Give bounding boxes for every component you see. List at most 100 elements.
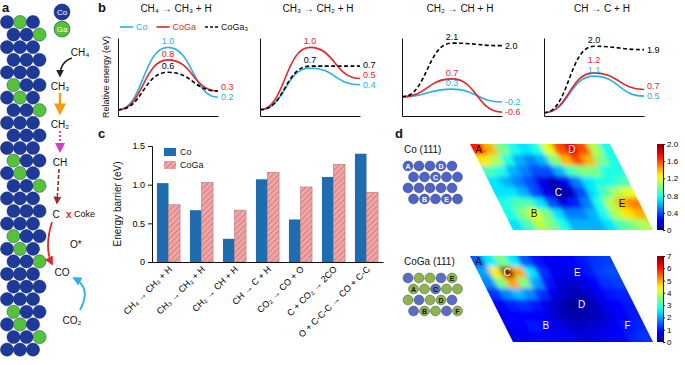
panel-label: a bbox=[2, 0, 10, 15]
map-cell bbox=[614, 176, 640, 187]
colorbar-tick-label: 4 bbox=[667, 289, 672, 298]
inset-structure: ABCDEF bbox=[403, 273, 463, 316]
panel-label: c bbox=[98, 126, 105, 141]
arrow bbox=[74, 278, 85, 310]
y-axis-line bbox=[544, 39, 545, 117]
legend-swatch bbox=[120, 26, 133, 28]
colorbar-tick-mark bbox=[663, 161, 665, 162]
data-label: 0.6 bbox=[162, 61, 175, 71]
y-axis bbox=[118, 39, 119, 117]
chart-title: CH₄ → CH₃ + H bbox=[140, 3, 211, 14]
x-tick-label: CH₂ → CH + H bbox=[190, 264, 240, 314]
atom bbox=[26, 15, 39, 28]
energy-curve bbox=[118, 60, 218, 110]
site-label: F bbox=[624, 320, 630, 331]
x-axis-line bbox=[403, 116, 503, 117]
atom bbox=[33, 280, 46, 293]
atom bbox=[20, 154, 33, 167]
atom bbox=[425, 183, 435, 193]
atom bbox=[431, 172, 441, 182]
energy-curve bbox=[118, 47, 218, 109]
atom bbox=[33, 204, 46, 217]
y-tick-mark bbox=[148, 146, 152, 147]
atom bbox=[7, 255, 20, 268]
colorbar-tick-mark bbox=[663, 213, 665, 214]
site-label: C bbox=[433, 286, 438, 293]
colorbar-tick: 6 bbox=[663, 264, 672, 273]
plot-area bbox=[118, 47, 218, 109]
atom bbox=[33, 104, 46, 117]
figure-svg: aCoGaCH₄CH₃CH₂CHCxCokeO*COCO₂bCH₄ → CH₃ … bbox=[0, 0, 685, 365]
colorbar-tick-label: 5 bbox=[667, 277, 672, 286]
energy-curve bbox=[402, 89, 502, 102]
x-axis bbox=[545, 116, 645, 117]
map-cells bbox=[470, 144, 653, 230]
arrow bbox=[60, 58, 72, 76]
data-label: 2.0 bbox=[588, 35, 601, 45]
map-cell bbox=[631, 209, 653, 220]
data-label: 1.1 bbox=[588, 65, 601, 75]
y-tick-mark bbox=[148, 262, 152, 263]
atom bbox=[425, 295, 435, 305]
site-label: C bbox=[433, 174, 438, 181]
atom bbox=[7, 53, 20, 66]
atom bbox=[420, 284, 430, 294]
bar bbox=[355, 154, 367, 262]
atom bbox=[0, 242, 13, 255]
site-label: A bbox=[411, 286, 416, 293]
atom bbox=[7, 179, 20, 192]
colorbar-tick: 2.0 bbox=[663, 140, 679, 149]
map-area bbox=[470, 256, 653, 342]
atom bbox=[436, 295, 446, 305]
colorbar-tick-mark bbox=[663, 230, 665, 231]
atom bbox=[13, 293, 26, 306]
map-cell bbox=[604, 155, 630, 166]
atom bbox=[0, 66, 13, 79]
bar bbox=[223, 239, 235, 262]
atom bbox=[33, 230, 46, 243]
colorbar-tick: 2 bbox=[663, 313, 672, 322]
site-label: B bbox=[422, 308, 427, 315]
colorbar-tick-mark bbox=[663, 342, 665, 343]
y-tick-label: 0 bbox=[140, 257, 145, 267]
atom bbox=[447, 161, 457, 171]
legend-label: CoGa bbox=[173, 22, 197, 32]
energy-curve bbox=[402, 79, 502, 112]
atom bbox=[20, 305, 33, 318]
colorbar-tick-mark bbox=[663, 317, 665, 318]
colorbar-tick-mark bbox=[663, 178, 665, 179]
arrow bbox=[57, 169, 59, 203]
site-label: B bbox=[542, 320, 549, 331]
map-cell bbox=[620, 299, 646, 310]
colorbar-tick: 0 bbox=[663, 338, 672, 347]
atom bbox=[409, 194, 419, 204]
atom bbox=[26, 116, 39, 129]
data-label: 0.7 bbox=[446, 68, 459, 78]
atom bbox=[26, 267, 39, 280]
site-label: D bbox=[438, 163, 443, 170]
data-label: -0.6 bbox=[505, 107, 521, 117]
atom bbox=[0, 116, 13, 129]
data-label: 1.0 bbox=[162, 36, 175, 46]
atom bbox=[414, 273, 424, 283]
chart-title: CH → C + H bbox=[574, 3, 630, 14]
y-tick: 0 bbox=[140, 257, 152, 267]
atom bbox=[7, 129, 20, 142]
colorbar-tick: 3 bbox=[663, 301, 672, 310]
atom bbox=[13, 41, 26, 54]
atom bbox=[403, 295, 413, 305]
atom bbox=[26, 41, 39, 54]
atom bbox=[26, 192, 39, 205]
legend: CoCoGaCoGa₃ bbox=[120, 22, 249, 32]
atom bbox=[0, 91, 13, 104]
colorbar bbox=[657, 256, 663, 342]
atom bbox=[13, 167, 26, 180]
y-axis-line bbox=[260, 39, 261, 117]
atom bbox=[0, 192, 13, 205]
y-tick-label: 1.5 bbox=[132, 141, 145, 151]
colorbar-tick-label: 0.4 bbox=[667, 209, 679, 218]
legend-swatch bbox=[157, 26, 170, 28]
x-axis-line bbox=[261, 116, 361, 117]
legend-label: CoGa bbox=[180, 160, 204, 170]
data-label: 0.3 bbox=[221, 82, 234, 92]
